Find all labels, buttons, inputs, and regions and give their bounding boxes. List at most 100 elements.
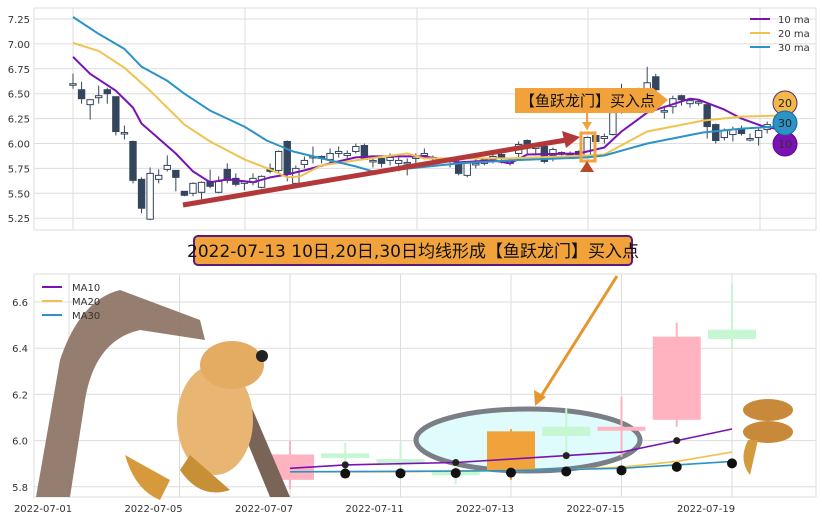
candle-body: [660, 110, 669, 113]
bottom-y-axis: 5.8 6.0 6.2 6.4 6.6: [12, 298, 28, 494]
candle-body: [694, 101, 703, 104]
candle-body: [720, 130, 729, 139]
ma-marker-dot: [340, 468, 351, 479]
candle-body: [677, 95, 686, 101]
buy-point-callout: 【鱼跃龙门】买入点: [515, 88, 668, 172]
badge-20: 20: [778, 97, 792, 110]
legend-30ma: 30 ma: [778, 43, 810, 54]
bottom-x-tick-label: 2022-07-19: [677, 504, 735, 515]
trend-arrow: [182, 131, 580, 208]
candle-body: [583, 137, 591, 157]
ma-marker-dot: [616, 465, 627, 476]
candle-body: [352, 145, 360, 152]
top-y-tick-label: 6.50: [8, 90, 30, 101]
candle-body: [737, 129, 746, 135]
ma-marker-dot: [395, 468, 406, 479]
ma-marker-dot: [562, 452, 570, 460]
top-y-tick-label: 5.75: [8, 164, 30, 175]
top-y-tick-label: 5.25: [8, 214, 30, 225]
ma-marker-dot: [727, 458, 737, 469]
bottom-x-tick-label: 2022-07-15: [566, 504, 624, 515]
ma-line-20ma: [72, 41, 776, 179]
top-ma-lines: [72, 16, 776, 184]
candle-body: [172, 169, 180, 178]
bottom-x-tick-label: 2022-07-07: [235, 504, 293, 515]
title-banner: 2022-07-13 10日,20日,30日均线形成【鱼跃龙门】买入点: [187, 235, 639, 266]
badge-30: 30: [778, 117, 792, 130]
candle-body: [155, 174, 163, 180]
candle-body: [112, 96, 120, 133]
candle-body: [300, 159, 309, 165]
candle-body: [129, 141, 137, 181]
top-grid: [34, 8, 816, 230]
candle-body: [120, 132, 129, 135]
top-y-axis: 5.25 5.50 5.75 6.00 6.25 6.50 6.75 7.00 7.25: [8, 15, 30, 225]
candle-body: [403, 161, 411, 165]
candle-body: [597, 426, 646, 431]
bottom-ma-lines: [289, 428, 737, 479]
top-y-tick-label: 6.25: [8, 115, 30, 126]
top-y-tick-label: 5.50: [8, 189, 30, 200]
candle-body: [377, 157, 386, 164]
candle-body: [463, 161, 471, 176]
candle-body: [257, 175, 266, 188]
candle-body: [549, 148, 557, 156]
candle-body: [86, 99, 94, 106]
candle-body: [163, 164, 171, 170]
candle-body: [394, 159, 403, 164]
candle-body: [376, 459, 425, 464]
callout-text: 【鱼跃龙门】买入点: [520, 92, 655, 110]
top-y-tick-label: 6.75: [8, 65, 30, 76]
legend-20ma: 20 ma: [778, 29, 810, 40]
legend-ma20: MA20: [72, 297, 100, 308]
candle-body: [189, 182, 197, 194]
buy-point-triangle-icon: [580, 161, 594, 172]
legend-10ma: 10 ma: [778, 15, 810, 26]
candle-body: [69, 83, 77, 86]
banner-text: 2022-07-13 10日,20日,30日均线形成【鱼跃龙门】买入点: [187, 242, 639, 262]
candle-body: [703, 104, 711, 128]
candle-body: [326, 152, 334, 160]
candle-body: [746, 138, 754, 141]
candle-body: [103, 89, 111, 95]
bottom-legend: MA10 MA20 MA30: [42, 283, 100, 322]
candle-body: [487, 431, 535, 471]
bottom-x-axis: 2022-07-01 2022-07-05 2022-07-07 2022-07-11…: [14, 504, 735, 515]
badge-10: 10: [778, 138, 792, 151]
candle-body: [137, 178, 146, 209]
ma-marker-dot: [673, 437, 681, 445]
candle-body: [283, 141, 291, 175]
candle-body: [214, 180, 223, 193]
buy-point-highlight: [579, 131, 597, 163]
bottom-y-tick-label: 6.0: [12, 437, 28, 448]
ma-marker-dot: [506, 467, 516, 478]
ma-marker-dot: [341, 461, 349, 469]
top-y-tick-label: 6.00: [8, 140, 30, 151]
candle-body: [77, 89, 86, 100]
dog-fish-illustration: [125, 341, 268, 500]
bottom-y-tick-label: 6.4: [12, 344, 28, 355]
candle-body: [652, 76, 660, 91]
candle-body: [334, 150, 343, 154]
candle-body: [652, 336, 701, 420]
legend-ma10: MA10: [72, 283, 100, 294]
candle-body: [609, 112, 617, 136]
candle-body: [472, 162, 480, 166]
candle-body: [542, 426, 591, 436]
candle-body: [274, 150, 283, 171]
bottom-y-tick-label: 6.6: [12, 298, 28, 309]
ma-line-30ma: [72, 16, 776, 173]
candle-body: [600, 136, 609, 140]
ma-badges: 10 20 30: [772, 90, 798, 157]
legend-ma30: MA30: [72, 311, 100, 322]
pointer-arrow: [534, 275, 619, 406]
top-legend: 10 ma 20 ma 30 ma: [750, 15, 810, 54]
koi-fish-illustration: [743, 399, 793, 475]
top-y-tick-label: 7.25: [8, 15, 30, 26]
candle-body: [643, 82, 651, 90]
bottom-candlestick-chart: 5.86.06.26.46.6 2022-07-01 2022-07-05 2022…: [12, 273, 817, 515]
bottom-y-tick-label: 6.2: [12, 390, 28, 401]
bottom-candles: [266, 283, 756, 490]
top-y-tick-label: 7.00: [8, 40, 30, 51]
ma-line-MA10: [289, 428, 733, 470]
